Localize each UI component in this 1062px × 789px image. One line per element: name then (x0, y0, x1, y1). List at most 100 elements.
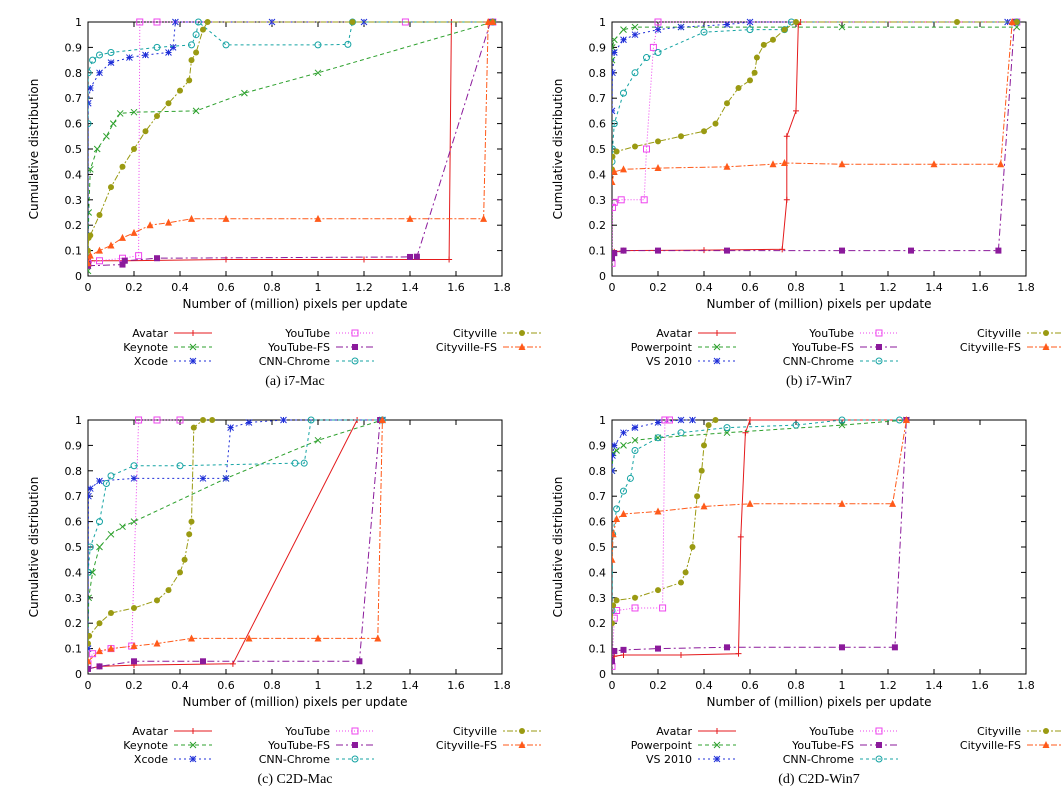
legend-label: Cityville (977, 725, 1021, 738)
series-line (88, 419, 383, 670)
data-point (793, 19, 799, 25)
data-point (413, 253, 420, 260)
y-tick-label: 1 (599, 16, 606, 29)
data-point (222, 41, 230, 49)
data-point (612, 44, 616, 51)
data-point (612, 153, 616, 160)
series-cityville (612, 417, 719, 627)
data-point (631, 436, 639, 444)
y-tick-label: 0.8 (65, 465, 83, 478)
data-point (631, 23, 639, 31)
data-point (613, 607, 621, 614)
data-point (631, 604, 639, 612)
y-tick-label: 0.9 (65, 439, 83, 452)
x-tick-label: 1 (315, 679, 322, 692)
x-tick-label: 0.8 (263, 281, 281, 294)
y-tick-label: 0 (599, 270, 606, 283)
y-tick-label: 0.3 (65, 592, 83, 605)
legend-label: YouTube-FS (267, 341, 330, 354)
subfigure-caption: (a) i7-Mac (265, 374, 324, 389)
y-tick-label: 0.5 (65, 143, 83, 156)
series-youtube (612, 18, 1021, 267)
y-tick-label: 0 (75, 270, 82, 283)
series-line (88, 21, 493, 124)
x-tick-label: 1.6 (447, 281, 465, 294)
data-point (712, 417, 719, 423)
data-point (620, 442, 627, 449)
plot-frame (87, 21, 503, 277)
data-point (781, 26, 788, 33)
y-axis-label: Cumulative distribution (551, 477, 565, 618)
data-point (103, 132, 110, 140)
series-xcode (88, 416, 386, 652)
y-tick-label: 1 (75, 414, 82, 427)
x-axis-label: Number of (million) pixels per update (182, 297, 407, 311)
data-point (654, 434, 662, 442)
data-point (130, 518, 138, 525)
series-line (88, 21, 493, 251)
x-tick-label: 1.2 (355, 679, 373, 692)
data-point (698, 467, 705, 474)
data-point (204, 19, 211, 25)
series-line (612, 21, 1017, 264)
data-point (612, 653, 618, 660)
legend-label: Avatar (656, 327, 692, 340)
data-point (177, 569, 183, 576)
x-tick-label: 0.6 (741, 281, 759, 294)
data-point (172, 18, 179, 26)
data-point (792, 421, 800, 429)
data-point (131, 146, 137, 152)
data-point (612, 36, 618, 44)
chart-panel-2: 0 0.1 0.2 0.3 0.4 0.5 0.6 0.7 0.8 0.9 1 0 0.2 0.4 0.6 0… (551, 16, 1062, 389)
data-point (88, 640, 91, 647)
legend-label: Cityville-FS (960, 739, 1021, 752)
x-tick-label: 0.6 (217, 281, 235, 294)
data-point (620, 26, 627, 33)
data-point (96, 69, 103, 77)
legend-marker (875, 329, 883, 337)
data-point (700, 28, 708, 36)
x-tick-label: 1.4 (401, 679, 419, 692)
series-cnn-chrome (88, 416, 386, 576)
data-point (746, 26, 754, 34)
legend-label: YouTube (808, 327, 854, 340)
data-point (480, 214, 488, 222)
series-layer (612, 416, 910, 670)
data-point (620, 487, 627, 495)
data-point (119, 233, 126, 241)
series-vs-2010 (612, 416, 696, 475)
series-cityville (612, 19, 1020, 173)
data-point (654, 18, 662, 26)
data-point (1013, 19, 1020, 25)
data-point (640, 196, 648, 204)
legend-label: Cityville (977, 327, 1021, 340)
data-point (620, 247, 627, 254)
x-tick-label: 0 (609, 679, 616, 692)
data-point (620, 89, 627, 97)
data-point (280, 416, 287, 424)
data-point (735, 650, 742, 657)
data-point (96, 257, 103, 265)
legend-label: Cityville-FS (436, 739, 497, 752)
data-point (613, 148, 620, 155)
data-point (793, 107, 799, 114)
series-line (612, 419, 907, 471)
series-line (88, 21, 493, 267)
data-point (612, 259, 616, 267)
data-point (153, 416, 161, 424)
y-tick-label: 1 (599, 414, 606, 427)
y-tick-label: 0.1 (65, 245, 83, 258)
data-point (654, 164, 662, 172)
data-point (88, 485, 94, 492)
data-point (643, 145, 650, 153)
data-point (612, 120, 618, 128)
data-point (689, 416, 696, 424)
legend-label: CNN-Chrome (783, 753, 854, 766)
y-axis-label: Cumulative distribution (551, 79, 565, 220)
data-point (612, 255, 615, 262)
data-point (753, 54, 760, 61)
y-tick-label: 0.4 (65, 566, 83, 579)
data-point (119, 261, 126, 268)
data-point (165, 218, 172, 226)
